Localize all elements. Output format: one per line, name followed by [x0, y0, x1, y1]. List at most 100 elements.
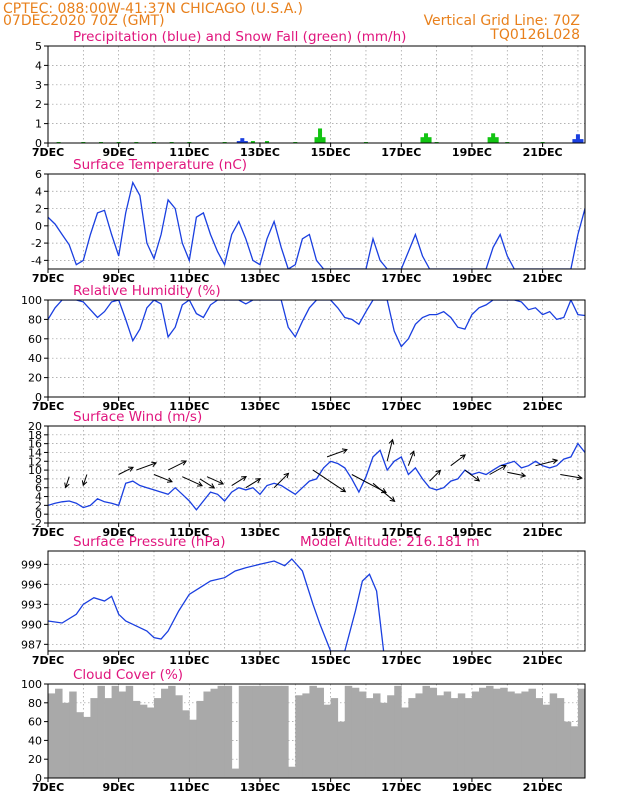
bar: [309, 685, 317, 778]
bar: [427, 137, 432, 143]
frame: [47, 550, 586, 652]
y-tick-label: 20: [28, 372, 42, 385]
panel-title: Cloud Cover (%): [73, 667, 183, 683]
bar: [243, 141, 248, 143]
y-tick-label: 2: [35, 98, 42, 111]
bar: [238, 685, 247, 778]
wind-arrow: [429, 469, 442, 482]
x-tick-label: 15DEC: [311, 272, 351, 285]
panel-2: -4 -2 0 2 4 6 7DEC 9DEC 11DEC 13DEC 15DEC 17DEC 19DE…: [31, 157, 586, 285]
bar: [577, 688, 585, 778]
x-tick-label: 21DEC: [523, 146, 563, 159]
header-run-time: 07DEC2020 70Z (GMT): [3, 13, 165, 29]
plot-area: [48, 438, 585, 511]
grid: [48, 425, 585, 524]
bar: [231, 768, 240, 778]
x-tick-label: 17DEC: [381, 654, 421, 667]
wind-arrow: [199, 478, 216, 489]
x-tick-label: 19DEC: [452, 146, 492, 159]
bar: [493, 688, 501, 778]
plot-area: [56, 128, 584, 143]
x-tick-label: 9DEC: [102, 654, 134, 667]
y-tick-label: 6: [35, 482, 42, 495]
y-tick-label: 8: [35, 473, 42, 486]
bar: [55, 688, 63, 778]
bar: [259, 685, 268, 778]
bar: [83, 716, 91, 778]
x-tick-label: 19DEC: [452, 654, 492, 667]
x-tick-label: 7DEC: [32, 526, 64, 539]
bar: [491, 133, 496, 143]
bar: [528, 688, 536, 778]
bar: [118, 691, 127, 778]
bar: [274, 685, 282, 778]
bar: [153, 698, 162, 778]
x-tick-label: 21DEC: [523, 654, 563, 667]
y-tick-label: 2: [35, 499, 42, 512]
x-tick-label: 19DEC: [452, 526, 492, 539]
y-tick-label: 10: [28, 464, 42, 477]
series-line: [48, 558, 385, 651]
bar: [563, 721, 572, 778]
bar: [203, 691, 211, 778]
bar: [450, 698, 459, 778]
wind-arrows: [64, 438, 583, 502]
x-tick-label: 21DEC: [523, 400, 563, 413]
x-tick-label: 11DEC: [169, 526, 209, 539]
wind-arrow: [386, 438, 395, 462]
grid: [48, 45, 585, 144]
wind-arrow: [153, 474, 173, 483]
bar: [281, 685, 289, 778]
grid: [48, 173, 585, 269]
bar: [436, 695, 445, 778]
wind-arrow: [118, 466, 134, 475]
wind-arrow: [407, 450, 415, 466]
wind-arrow: [206, 476, 225, 485]
bar: [62, 702, 70, 778]
panel-title: Precipitation (blue) and Snow Fall (gree…: [73, 29, 406, 45]
y-tick-label: 20: [28, 753, 42, 766]
bar: [48, 693, 56, 778]
x-tick-label: 17DEC: [381, 400, 421, 413]
x-tick-label: 13DEC: [240, 146, 280, 159]
bar: [494, 137, 499, 143]
y-tick-label: 0: [35, 772, 42, 785]
y-tick-label: 999: [21, 558, 42, 571]
wind-arrow: [326, 448, 348, 458]
wind-arrow: [312, 469, 347, 493]
bar: [486, 685, 494, 778]
y-tick-label: 80: [28, 697, 42, 710]
x-tick-label: 13DEC: [240, 654, 280, 667]
bar: [514, 693, 522, 778]
x-tick-label: 21DEC: [523, 272, 563, 285]
bar: [252, 685, 261, 778]
series-precipitation: [236, 134, 584, 143]
bar: [521, 691, 529, 778]
bar: [575, 134, 580, 143]
bar: [236, 141, 241, 143]
bar: [302, 693, 310, 778]
y-tick-label: 18: [28, 429, 42, 442]
y-tick-label: 20: [28, 420, 42, 433]
bar: [250, 141, 255, 143]
frame: [47, 173, 586, 270]
y-tick-label: -4: [31, 254, 42, 267]
bar: [76, 712, 84, 778]
plot-area: [48, 685, 585, 778]
series-line: [48, 300, 585, 348]
y-tick-label: 1: [35, 118, 42, 131]
header-grid-note: Vertical Grid Line: 70Z: [424, 13, 580, 29]
bar: [295, 695, 303, 778]
bar: [401, 707, 409, 778]
grid: [48, 551, 585, 651]
bar: [267, 685, 275, 778]
bar: [358, 691, 367, 778]
y-tick-label: 14: [28, 446, 42, 459]
x-tick-label: 7DEC: [32, 400, 64, 413]
x-tick-label: 13DEC: [240, 400, 280, 413]
bar: [217, 685, 226, 778]
y-tick-label: -2: [31, 237, 42, 250]
x-tick-label: 19DEC: [452, 272, 492, 285]
bar: [394, 685, 402, 778]
